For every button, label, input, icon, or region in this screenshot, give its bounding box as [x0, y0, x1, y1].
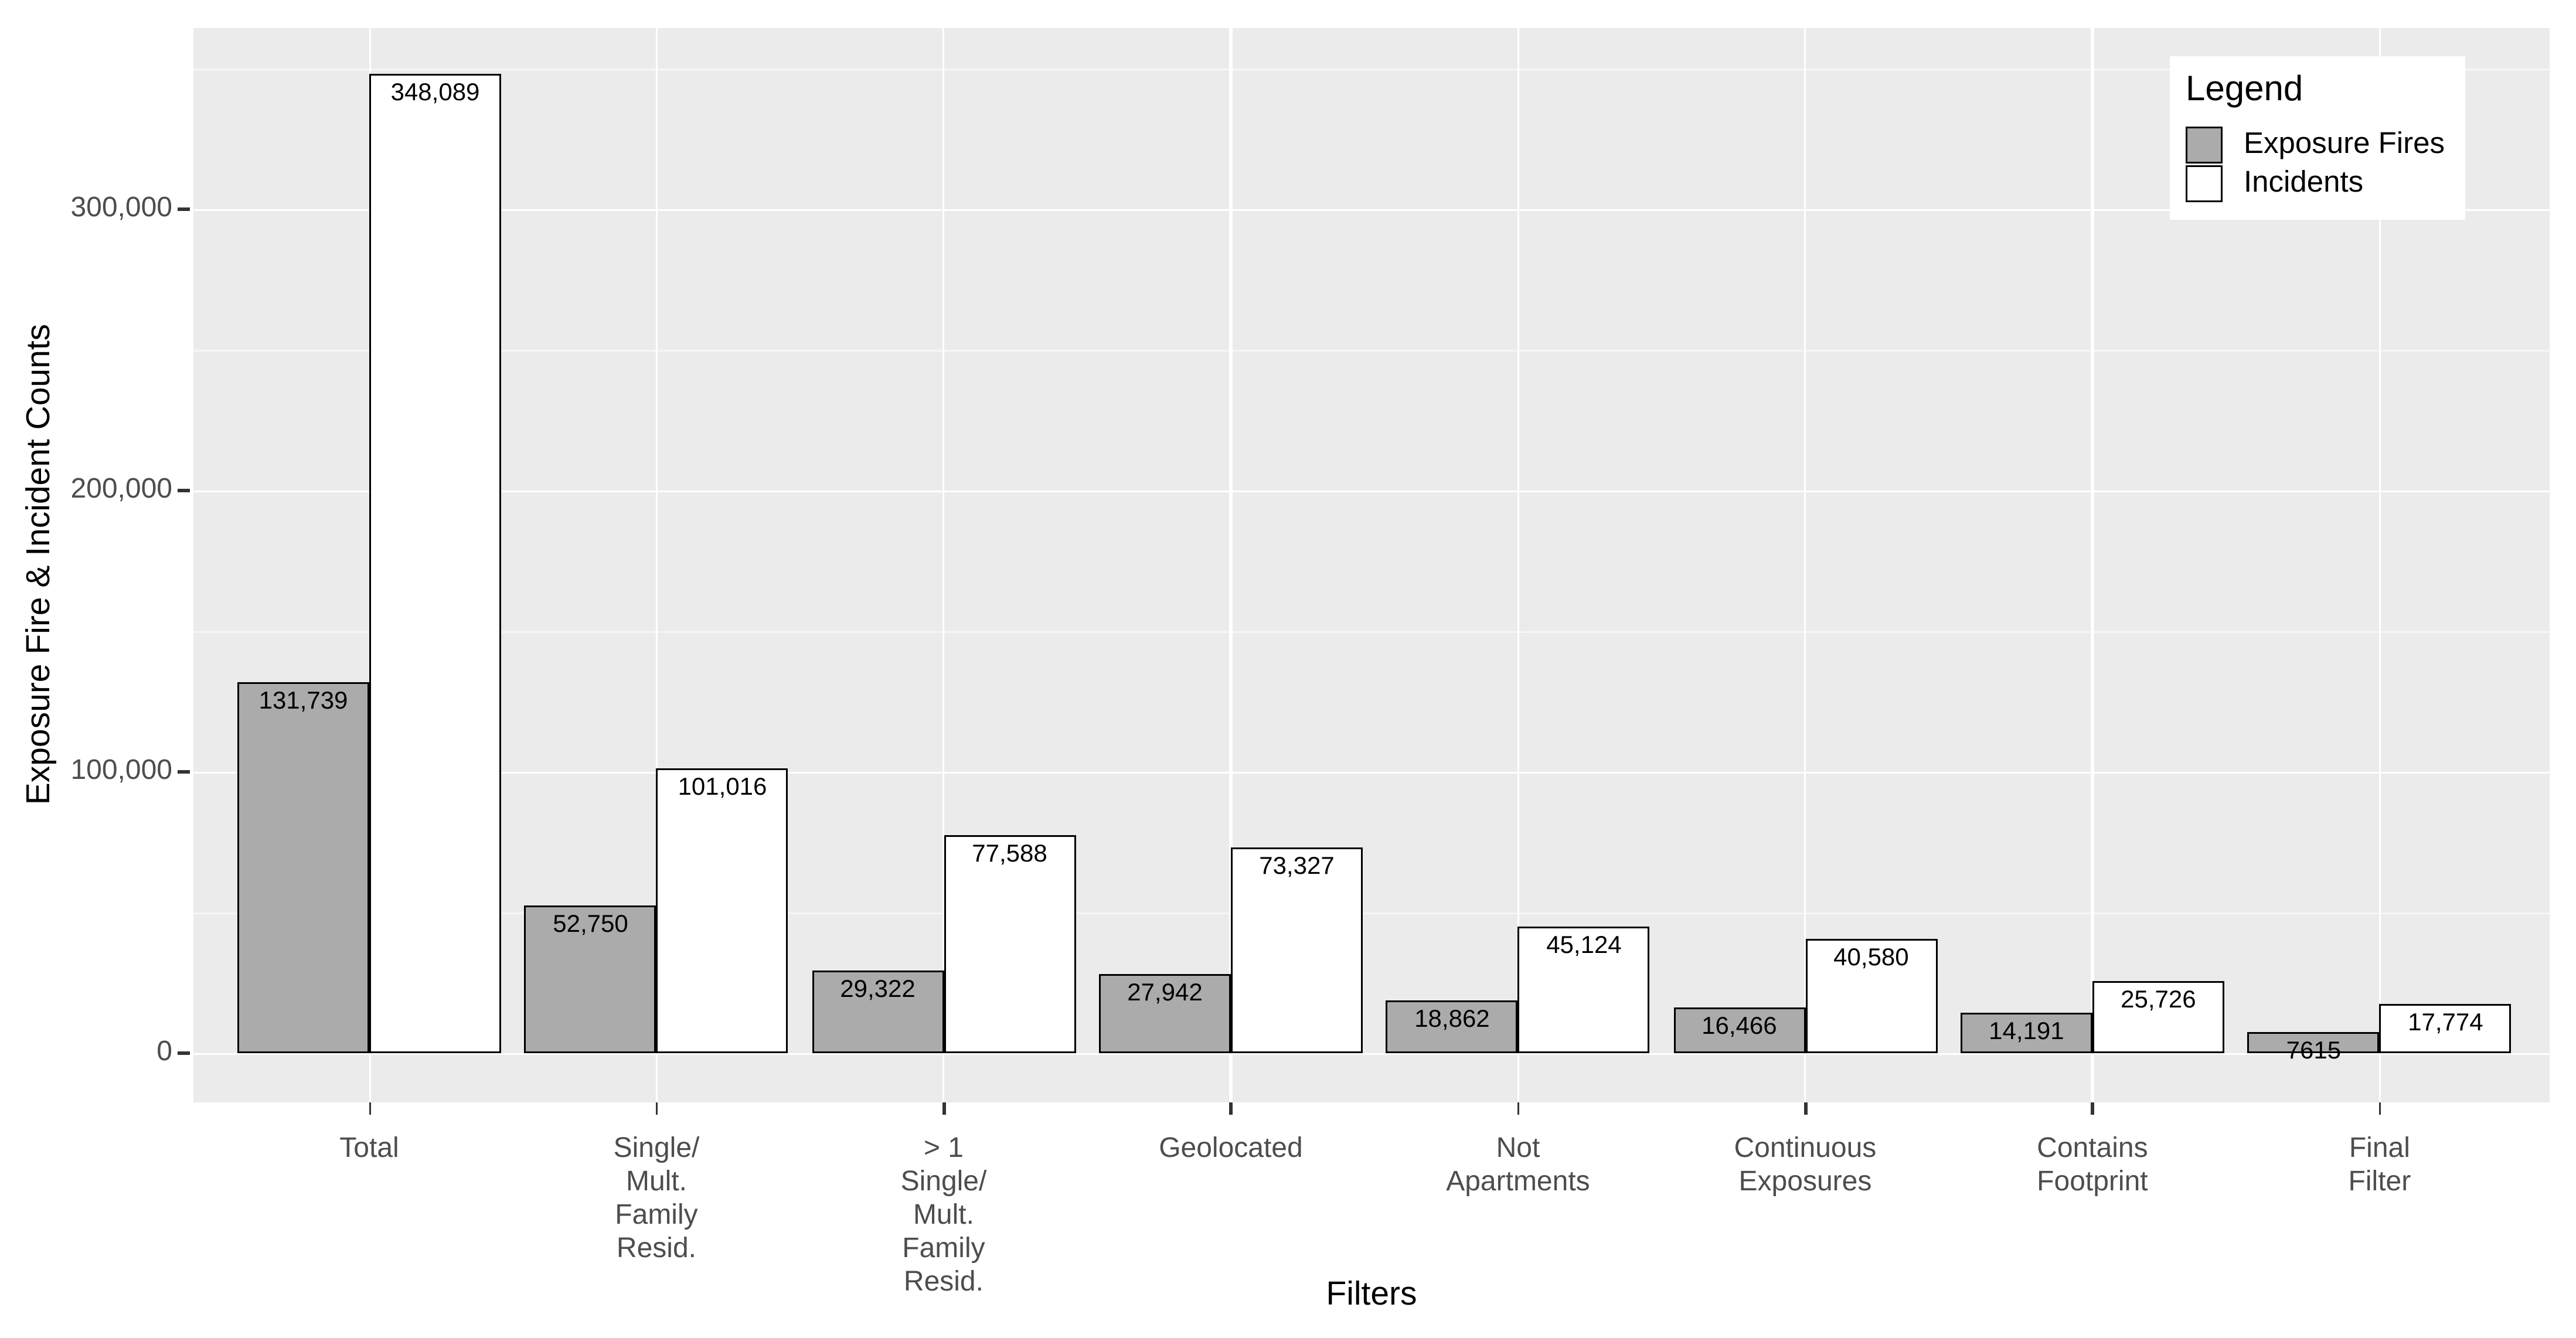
- x-tick-mark: [2378, 1102, 2381, 1115]
- bar-value-label: 77,588: [972, 838, 1047, 867]
- legend-swatch-incidents: [2186, 164, 2223, 202]
- plot-panel: 131,739 52,750 29,322 27,942 18,862 16,466 14,…: [193, 28, 2550, 1102]
- bar-exposure-fires: [1098, 974, 1231, 1053]
- gridline-minor-horizontal: [193, 911, 2550, 914]
- bar-incidents: [656, 769, 788, 1053]
- y-tick-mark: [178, 770, 190, 774]
- x-tick-label: Contains Footprint: [2037, 1134, 2148, 1197]
- x-tick-label: Geolocated: [1159, 1134, 1303, 1164]
- gridline-minor-horizontal: [193, 349, 2550, 351]
- y-axis-title: Exposure Fire & Incident Counts: [21, 324, 58, 805]
- x-tick-label: Final Filter: [2348, 1134, 2411, 1197]
- bar-exposure-fires: [524, 904, 656, 1053]
- bar-value-label: 52,750: [553, 908, 628, 937]
- gridline-minor-horizontal: [193, 630, 2550, 632]
- bar-value-label: 14,191: [1989, 1016, 2064, 1045]
- bar-value-label: 25,726: [2121, 984, 2196, 1013]
- y-tick-label: 100,000: [70, 756, 172, 786]
- x-tick-mark: [942, 1102, 945, 1115]
- bar-incidents: [2379, 1003, 2512, 1053]
- bar-value-label: 73,327: [1259, 850, 1335, 879]
- y-tick-label: 200,000: [70, 475, 172, 505]
- gridline-major-vertical: [655, 28, 658, 1102]
- gridline-major-horizontal: [193, 771, 2550, 774]
- legend-title: Legend: [2186, 70, 2303, 109]
- bar-incidents: [943, 835, 1076, 1053]
- bar-value-label: 16,466: [1702, 1010, 1777, 1039]
- legend-label-incidents: Incidents: [2244, 165, 2364, 199]
- bar-incidents: [1230, 847, 1363, 1053]
- y-tick-mark: [178, 1051, 190, 1055]
- legend-label-exposure-fires: Exposure Fires: [2244, 127, 2445, 160]
- x-tick-mark: [1517, 1102, 1520, 1115]
- bar-value-label: 348,089: [390, 77, 480, 106]
- legend: Legend Exposure Fires Incidents: [2170, 56, 2465, 220]
- x-tick-mark: [368, 1102, 371, 1115]
- x-tick-mark: [1230, 1102, 1233, 1115]
- legend-entry-exposure-fires: Exposure Fires: [2186, 125, 2451, 164]
- gridline-major-vertical: [1230, 28, 1233, 1102]
- gridline-minor-horizontal: [193, 67, 2550, 70]
- bar-exposure-fires: [1386, 1000, 1518, 1053]
- bar-incidents: [1517, 926, 1650, 1053]
- y-tick-mark: [178, 489, 190, 492]
- bar-value-label: 29,322: [840, 974, 916, 1003]
- bar-value-label: 45,124: [1546, 930, 1622, 958]
- x-tick-label: > 1 Single/ Mult. Family Resid.: [900, 1134, 987, 1298]
- bar-value-label: 40,580: [1833, 942, 1909, 971]
- bar-incidents: [369, 74, 501, 1053]
- bar-exposure-fires: [1960, 1013, 2092, 1053]
- gridline-major-vertical: [2378, 28, 2381, 1102]
- x-tick-mark: [655, 1102, 658, 1115]
- y-tick-label: 300,000: [70, 193, 172, 223]
- bar-exposure-fires: [237, 682, 369, 1053]
- gridline-major-horizontal: [193, 489, 2550, 492]
- x-tick-mark: [1804, 1102, 1807, 1115]
- bar-value-label: 27,942: [1127, 978, 1203, 1006]
- x-axis-title: Filters: [1326, 1276, 1417, 1313]
- bar-exposure-fires: [1673, 1006, 1805, 1053]
- bar-value-label: 101,016: [678, 772, 767, 801]
- bar-incidents: [1805, 939, 1937, 1053]
- bar-value-label: 7615: [2286, 1035, 2342, 1064]
- x-tick-label: Not Apartments: [1446, 1134, 1590, 1197]
- legend-swatch-exposure-fires: [2186, 125, 2223, 163]
- y-tick-label: 0: [156, 1037, 172, 1067]
- legend-entry-incidents: Incidents: [2186, 164, 2451, 202]
- gridline-major-vertical: [1517, 28, 1519, 1102]
- x-tick-label: Continuous Exposures: [1734, 1134, 1877, 1197]
- bar-value-label: 131,739: [258, 686, 348, 714]
- gridline-major-vertical: [942, 28, 945, 1102]
- bar-incidents: [2092, 980, 2224, 1053]
- bar-exposure-fires: [811, 971, 944, 1053]
- bar-value-label: 18,862: [1414, 1003, 1490, 1032]
- gridline-major-horizontal: [193, 1052, 2550, 1055]
- y-tick-mark: [178, 207, 190, 211]
- gridline-major-horizontal: [193, 208, 2550, 211]
- x-tick-label: Single/ Mult. Family Resid.: [613, 1134, 700, 1264]
- bar-value-label: 17,774: [2408, 1006, 2483, 1035]
- bar-exposure-fires: [2247, 1031, 2380, 1053]
- gridline-major-vertical: [2091, 28, 2094, 1102]
- gridline-major-vertical: [1804, 28, 1806, 1102]
- x-tick-label: Total: [339, 1134, 399, 1164]
- x-tick-mark: [2091, 1102, 2094, 1115]
